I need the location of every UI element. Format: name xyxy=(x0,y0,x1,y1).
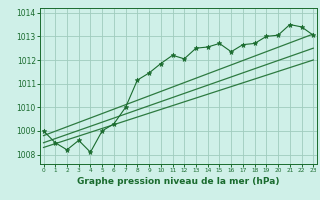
X-axis label: Graphe pression niveau de la mer (hPa): Graphe pression niveau de la mer (hPa) xyxy=(77,177,280,186)
